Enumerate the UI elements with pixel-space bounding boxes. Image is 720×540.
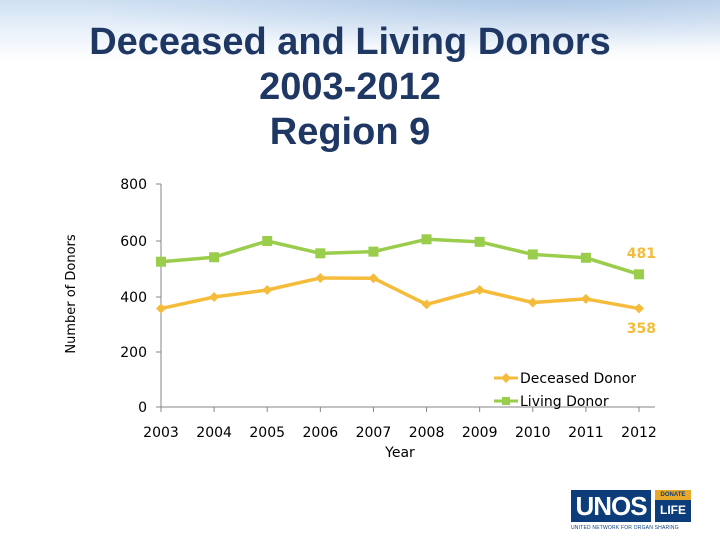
x-tick-label: 2011 [568, 425, 604, 441]
x-tick-label: 2006 [303, 425, 339, 441]
donate-life-badge: DONATE LIFE [655, 490, 691, 522]
slide-title: Deceased and Living Donors 2003-2012 Reg… [0, 20, 700, 155]
title-line-2: 2003-2012 [259, 66, 441, 108]
deceased-donor-point [368, 273, 379, 284]
x-tick-label: 2012 [621, 425, 657, 441]
living-donor-point [315, 248, 326, 259]
series-line-deceased [160, 276, 640, 311]
living-donor-point [634, 269, 644, 280]
legend-label: Deceased Donor [520, 371, 636, 387]
x-axis-title: Year [384, 445, 415, 461]
living-donor-point [156, 256, 166, 267]
living-donor-point [527, 249, 538, 260]
y-tick-label: 0 [138, 400, 147, 416]
living-end-label: 481 [627, 246, 656, 262]
deceased-donor-point [474, 285, 485, 295]
deceased-donor-point [580, 293, 591, 304]
x-tick-label: 2003 [143, 425, 179, 441]
header-banner [0, 0, 720, 60]
donate-life-bottom: LIFE [660, 503, 686, 517]
x-tick-label: 2007 [356, 425, 392, 441]
living-donor-point [474, 236, 485, 247]
deceased-donor-point [209, 292, 220, 302]
unos-tagline: UNITED NETWORK FOR ORGAN SHARING [571, 525, 679, 531]
x-tick-label: 2005 [249, 425, 285, 441]
donate-life-top: DONATE [655, 490, 691, 500]
deceased-donor-point [156, 303, 166, 314]
title-line-1: Deceased and Living Donors [89, 21, 611, 63]
x-tick-label: 2008 [409, 425, 445, 441]
series-line-living [160, 237, 640, 276]
deceased-end-label: 358 [627, 321, 656, 337]
living-donor-point [209, 252, 220, 263]
deceased-donor-point [262, 285, 273, 295]
deceased-donor-point [421, 299, 432, 310]
living-donor-point [262, 236, 273, 246]
legend-label: Living Donor [520, 394, 609, 410]
legend-diamond-marker [501, 373, 511, 383]
unos-logo: UNOS DONATE LIFE UNITED NETWORK FOR ORGA… [571, 490, 693, 534]
deceased-donor-point [634, 303, 644, 314]
x-tick-label: 2009 [462, 425, 498, 441]
y-tick-label: 800 [120, 177, 147, 193]
living-donor-point [580, 252, 591, 263]
living-donor-point [421, 234, 432, 245]
living-donor-point [368, 246, 379, 257]
y-tick-label: 200 [120, 345, 147, 361]
y-tick-label: 600 [120, 234, 147, 250]
legend-square-marker [502, 397, 510, 405]
y-axis-title: Number of Donors [64, 234, 79, 354]
x-tick-label: 2004 [196, 425, 232, 441]
deceased-donor-point [527, 297, 538, 308]
title-line-3: Region 9 [269, 111, 431, 153]
deceased-donor-point [315, 272, 326, 283]
y-tick-label: 400 [120, 290, 147, 306]
unos-wordmark: UNOS [571, 490, 651, 522]
x-tick-label: 2010 [515, 425, 551, 441]
